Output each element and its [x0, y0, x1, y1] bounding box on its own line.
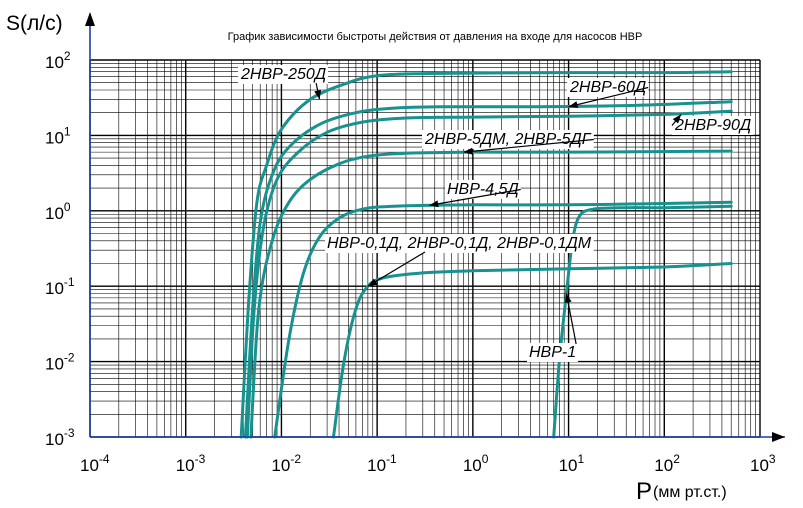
series-label-text: НВР-0,1Д, 2НВР-0,1Д, 2НВР-0,1ДМ [327, 235, 592, 252]
y-tick-base: 10 [45, 355, 64, 374]
series-label-background [672, 116, 754, 135]
series-label-background [238, 65, 329, 84]
x-tick-base: 10 [367, 456, 386, 475]
x-tick-base: 10 [463, 456, 482, 475]
series-line-2 [243, 100, 733, 439]
y-tick-exponent: 0 [64, 200, 71, 214]
x-tick-label: 10-2 [271, 452, 301, 475]
y-tick-exponent: -3 [64, 426, 75, 440]
series-label-arrowhead [463, 147, 473, 155]
series-label-4: 2НВР-5ДМ, 2НВР-5ДГ [422, 130, 594, 155]
x-tick-base: 10 [559, 456, 578, 475]
x-tick-base: 10 [176, 456, 195, 475]
series-label-6: НВР-0,1Д, 2НВР-0,1Д, 2НВР-0,1ДМ [325, 234, 594, 287]
y-tick-exponent: -1 [64, 275, 75, 289]
x-tick-exponent: -3 [195, 452, 206, 466]
y-tick-label: 101 [45, 124, 71, 147]
series-line-6 [332, 262, 733, 439]
series-line-4 [249, 149, 733, 439]
series-line-5 [273, 200, 733, 439]
y-tick-label: 102 [45, 49, 71, 72]
y-tick-exponent: -2 [64, 351, 75, 365]
x-tick-exponent: -4 [99, 452, 110, 466]
series-label-text: 2НВР-5ДМ, 2НВР-5ДГ [424, 131, 592, 148]
series-label-arrowhead [367, 278, 378, 287]
series-line-3 [245, 109, 733, 439]
series-label-background [325, 234, 594, 253]
tick-labels: 10-4 10-3 10-2 10-1 100 101 102 10310-310-210-1… [45, 49, 776, 475]
x-tick-exponent: 0 [482, 452, 489, 466]
x-tick-label: 10-4 [80, 452, 110, 475]
series-label-pointer [568, 86, 649, 108]
x-tick-base: 10 [750, 456, 769, 475]
series-label-text: 2НВР-60Д [569, 79, 646, 96]
series-label-5: НВР-4,5Д [429, 180, 521, 208]
series-label-arrowhead [568, 101, 579, 109]
x-tick-label: 101 [559, 452, 585, 475]
series-label-text: 2НВР-90Д [674, 117, 751, 134]
x-tick-label: 10-3 [176, 452, 206, 475]
series-labels: 2НВР-250Д 2НВР-60Д 2НВР-90Д 2НВР-5ДМ, 2НВР-… [238, 65, 754, 362]
y-tick-base: 10 [45, 128, 64, 147]
y-axis-arrow [85, 12, 95, 26]
series-label-3: 2НВР-90Д [671, 114, 754, 135]
x-tick-exponent: -1 [386, 452, 397, 466]
x-axis-arrow [772, 432, 785, 442]
y-tick-exponent: 2 [64, 49, 71, 63]
y-tick-label: 10-1 [45, 275, 75, 298]
series-label-arrowhead [314, 89, 322, 100]
x-tick-base: 10 [654, 456, 673, 475]
y-tick-exponent: 1 [64, 124, 71, 138]
series-label-pointer [463, 138, 594, 153]
x-tick-label: 10-1 [367, 452, 397, 475]
y-tick-base: 10 [45, 430, 64, 449]
x-tick-base: 10 [271, 456, 290, 475]
series-label-text: НВР-1 [529, 344, 576, 361]
x-tick-label: 103 [750, 452, 776, 475]
axes [85, 12, 785, 442]
y-tick-base: 10 [45, 204, 64, 223]
series-label-arrowhead [429, 200, 439, 208]
series-label-1: 2НВР-250Д [238, 65, 329, 100]
series-label-background [445, 180, 521, 199]
x-axis-title-unit: (мм рт.ст.) [653, 484, 727, 501]
y-tick-base: 10 [45, 53, 64, 72]
series-label-text: НВР-4,5Д [447, 181, 519, 198]
curves [239, 70, 733, 439]
x-axis-title-symbol: P [636, 478, 652, 505]
y-tick-base: 10 [45, 279, 64, 298]
x-tick-base: 10 [80, 456, 99, 475]
y-tick-label: 10-3 [45, 426, 75, 449]
series-label-arrowhead [564, 293, 572, 304]
series-label-pointer [367, 251, 426, 287]
series-label-7: НВР-1 [527, 293, 579, 362]
y-tick-label: 100 [45, 200, 71, 223]
series-label-arrowhead [672, 114, 682, 124]
y-axis-title: S(л/с) [6, 12, 63, 35]
x-tick-exponent: 1 [577, 452, 584, 466]
x-tick-label: 102 [654, 452, 680, 475]
series-label-2: 2НВР-60Д [567, 78, 649, 109]
x-tick-exponent: 3 [769, 452, 776, 466]
chart-title: График зависимости быстроты действия от … [228, 31, 643, 43]
series-line-1 [239, 70, 733, 439]
x-axis-title: P (мм рт.ст.) [636, 478, 727, 505]
series-label-background [527, 343, 579, 362]
x-tick-label: 100 [463, 452, 489, 475]
series-label-text: 2НВР-250Д [240, 66, 326, 83]
y-tick-label: 10-2 [45, 351, 75, 374]
x-tick-exponent: -2 [290, 452, 301, 466]
x-tick-exponent: 2 [673, 452, 680, 466]
series-label-pointer [429, 188, 521, 206]
